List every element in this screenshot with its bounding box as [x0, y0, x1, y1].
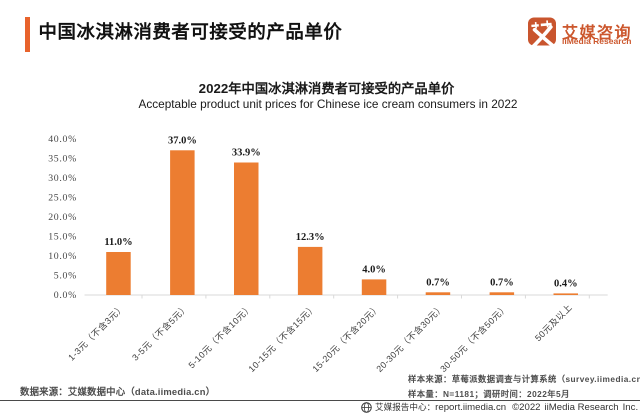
svg-text:15.0%: 15.0% [48, 232, 77, 243]
svg-text:10-15元（不含15元）: 10-15元（不含15元） [246, 301, 319, 374]
svg-text:20-30元（不含30元）: 20-30元（不含30元） [374, 301, 447, 374]
svg-text:0.4%: 0.4% [554, 278, 578, 289]
svg-text:37.0%: 37.0% [168, 135, 197, 146]
svg-text:0.0%: 0.0% [54, 290, 77, 301]
svg-text:4.0%: 4.0% [362, 264, 386, 275]
svg-text:30-50元（不含50元）: 30-50元（不含50元） [438, 301, 511, 374]
svg-text:50元及以上: 50元及以上 [533, 302, 574, 343]
svg-text:1-3元（不含3元）: 1-3元（不含3元） [66, 301, 127, 362]
svg-text:5.0%: 5.0% [54, 271, 77, 282]
svg-text:30.0%: 30.0% [48, 173, 77, 184]
svg-text:0.7%: 0.7% [490, 277, 514, 288]
svg-text:35.0%: 35.0% [48, 153, 77, 164]
svg-text:10.0%: 10.0% [48, 251, 77, 262]
svg-text:20.0%: 20.0% [48, 212, 77, 223]
svg-text:15-20元（不含20元）: 15-20元（不含20元） [310, 301, 383, 374]
svg-text:11.0%: 11.0% [104, 237, 132, 248]
svg-text:25.0%: 25.0% [48, 193, 77, 204]
svg-text:40.0%: 40.0% [48, 134, 77, 145]
svg-text:5-10元（不含10元）: 5-10元（不含10元） [186, 301, 255, 370]
svg-text:3-5元（不含5元）: 3-5元（不含5元） [129, 301, 190, 362]
svg-text:33.9%: 33.9% [232, 148, 261, 159]
svg-text:12.3%: 12.3% [296, 232, 325, 243]
svg-text:0.7%: 0.7% [426, 277, 450, 288]
